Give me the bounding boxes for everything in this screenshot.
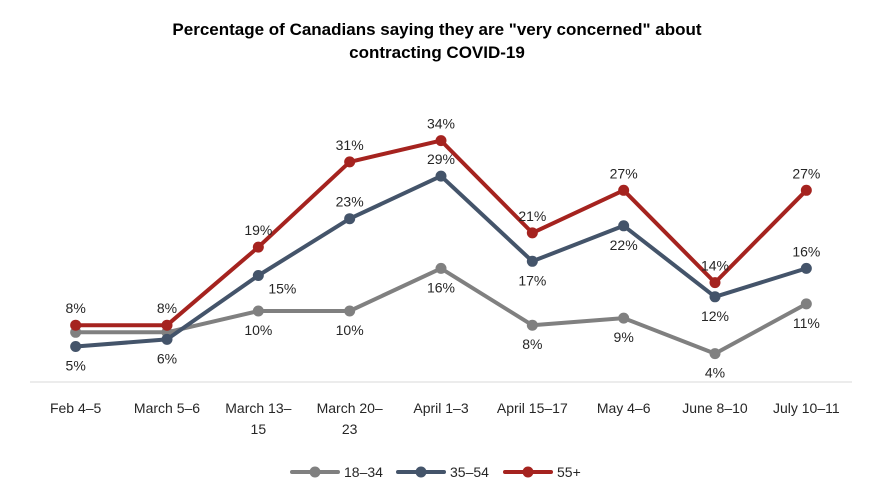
- legend-label: 55+: [557, 464, 581, 480]
- data-label: 27%: [792, 165, 820, 181]
- data-label: 12%: [701, 308, 729, 324]
- x-tick-label: May 4–6: [597, 400, 651, 416]
- data-point: [800, 184, 812, 196]
- chart-title: Percentage of Canadians saying they are …: [0, 18, 874, 64]
- data-point: [252, 241, 264, 253]
- data-point: [435, 135, 447, 147]
- chart-title-line-1: Percentage of Canadians saying they are …: [172, 20, 702, 39]
- data-label: 10%: [336, 322, 364, 338]
- data-point: [800, 298, 812, 310]
- data-point: [526, 255, 538, 267]
- data-label: 10%: [244, 322, 272, 338]
- x-tick-label: April 15–17: [497, 400, 568, 416]
- data-point: [800, 262, 812, 274]
- data-label: 4%: [705, 365, 725, 381]
- data-label: 21%: [518, 208, 546, 224]
- legend-label: 18–34: [344, 464, 383, 480]
- series-line-2: [73, 138, 809, 328]
- data-point: [435, 170, 447, 182]
- data-point: [526, 227, 538, 239]
- data-label: 5%: [66, 358, 86, 374]
- data-label: 23%: [336, 194, 364, 210]
- data-point: [70, 319, 82, 331]
- x-tick-label: March 20–: [317, 400, 383, 416]
- chart-title-line-2: contracting COVID-19: [349, 43, 525, 62]
- data-point: [344, 213, 356, 225]
- data-label: 15%: [268, 281, 296, 297]
- data-point: [618, 312, 630, 324]
- data-label: 11%: [793, 315, 820, 331]
- legend-swatch-marker: [522, 466, 534, 478]
- data-point: [344, 156, 356, 168]
- data-point: [70, 341, 82, 352]
- data-point: [161, 333, 173, 345]
- data-label: 22%: [610, 237, 638, 253]
- data-label: 17%: [518, 272, 546, 288]
- data-point: [709, 277, 721, 289]
- data-point: [161, 319, 173, 331]
- data-label: 19%: [244, 222, 272, 238]
- x-tick-label: 15: [251, 421, 267, 437]
- data-label: 14%: [701, 258, 729, 274]
- x-tick-label: March 13–: [225, 400, 291, 416]
- legend-item: 18–34: [290, 464, 383, 480]
- data-point: [252, 270, 264, 281]
- x-tick-label: Feb 4–5: [50, 400, 102, 416]
- data-label: 34%: [427, 116, 455, 132]
- data-label: 16%: [427, 279, 455, 295]
- data-label: 8%: [66, 300, 86, 316]
- data-label: 29%: [427, 151, 455, 167]
- x-tick-label: July 10–11: [773, 400, 840, 416]
- legend-swatch-marker: [415, 466, 427, 478]
- legend-item: 55+: [503, 464, 581, 480]
- data-label: 16%: [792, 243, 820, 259]
- data-label: 9%: [614, 329, 634, 345]
- legend-label: 35–54: [450, 464, 489, 480]
- x-tick-label: April 1–3: [413, 400, 468, 416]
- data-point: [618, 220, 630, 232]
- data-label: 8%: [522, 336, 542, 352]
- data-point: [344, 305, 356, 317]
- x-tick-label: June 8–10: [682, 400, 748, 416]
- data-point: [252, 305, 264, 317]
- data-point: [618, 184, 630, 196]
- x-tick-label: 23: [342, 421, 358, 437]
- data-label: 27%: [610, 165, 638, 181]
- legend-item: 35–54: [396, 464, 489, 480]
- data-point: [709, 291, 721, 303]
- data-point: [709, 348, 721, 360]
- data-label: 31%: [336, 137, 364, 153]
- x-tick-label: March 5–6: [134, 400, 200, 416]
- data-label: 8%: [157, 300, 177, 316]
- data-point: [435, 262, 447, 274]
- data-label: 6%: [157, 350, 177, 366]
- legend-swatch-marker: [309, 466, 321, 478]
- data-point: [526, 319, 538, 331]
